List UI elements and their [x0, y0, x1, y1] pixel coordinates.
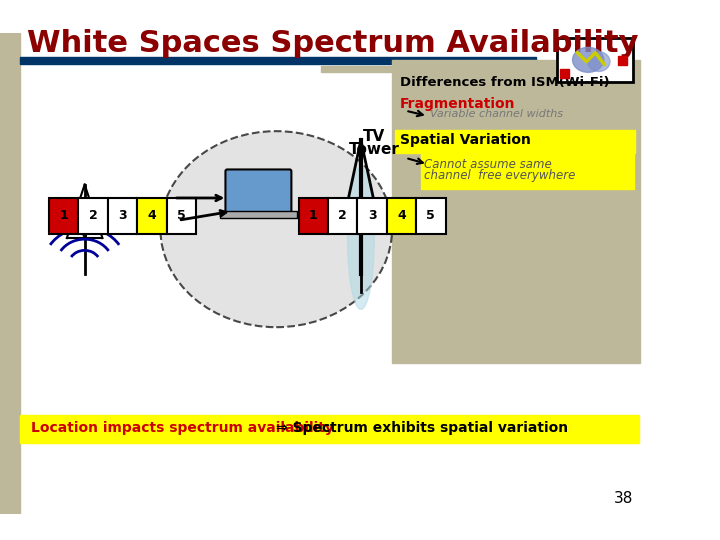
Bar — [78, 198, 108, 234]
Text: 38: 38 — [614, 491, 634, 506]
Text: 5: 5 — [426, 210, 435, 222]
Bar — [220, 211, 297, 219]
Ellipse shape — [161, 131, 392, 327]
Bar — [19, 415, 639, 443]
Text: 4: 4 — [148, 210, 156, 222]
Bar — [321, 66, 597, 72]
Bar — [416, 198, 446, 234]
Bar — [328, 198, 357, 234]
Text: ⇒ Spectrum exhibits spatial variation: ⇒ Spectrum exhibits spatial variation — [276, 421, 568, 435]
Text: Location impacts spectrum availability: Location impacts spectrum availability — [31, 421, 334, 435]
Text: Fragmentation: Fragmentation — [400, 97, 516, 111]
Bar — [108, 198, 138, 234]
FancyBboxPatch shape — [225, 170, 292, 213]
Text: Tower: Tower — [348, 142, 400, 157]
Text: 2: 2 — [89, 210, 97, 222]
Bar — [557, 38, 633, 82]
Bar — [49, 198, 78, 234]
Text: 3: 3 — [118, 210, 127, 222]
Text: Cannot assume same: Cannot assume same — [424, 158, 552, 171]
Bar — [559, 69, 569, 78]
Text: Spatial Variation: Spatial Variation — [400, 133, 531, 147]
Text: White Spaces Spectrum Availability: White Spaces Spectrum Availability — [27, 29, 638, 58]
Bar — [166, 198, 196, 234]
Text: 1: 1 — [309, 210, 318, 222]
Bar — [0, 33, 19, 514]
Text: 1: 1 — [59, 210, 68, 222]
Bar — [357, 198, 387, 234]
Bar — [392, 60, 640, 363]
Text: 4: 4 — [397, 210, 406, 222]
Text: channel  free everywhere: channel free everywhere — [424, 168, 575, 181]
Bar — [618, 56, 627, 65]
Bar — [299, 198, 328, 234]
Bar — [138, 198, 166, 234]
Ellipse shape — [572, 48, 604, 72]
Text: TV: TV — [363, 130, 385, 144]
Text: Variable channel widths: Variable channel widths — [431, 109, 564, 119]
Ellipse shape — [588, 52, 610, 71]
Ellipse shape — [348, 167, 374, 309]
Text: 5: 5 — [177, 210, 186, 222]
Bar — [395, 130, 635, 153]
Bar — [19, 57, 536, 64]
Text: 3: 3 — [368, 210, 377, 222]
Text: Differences from ISM(Wi-Fi): Differences from ISM(Wi-Fi) — [400, 76, 610, 89]
Text: 2: 2 — [338, 210, 347, 222]
Bar — [387, 198, 416, 234]
Bar — [420, 152, 634, 189]
